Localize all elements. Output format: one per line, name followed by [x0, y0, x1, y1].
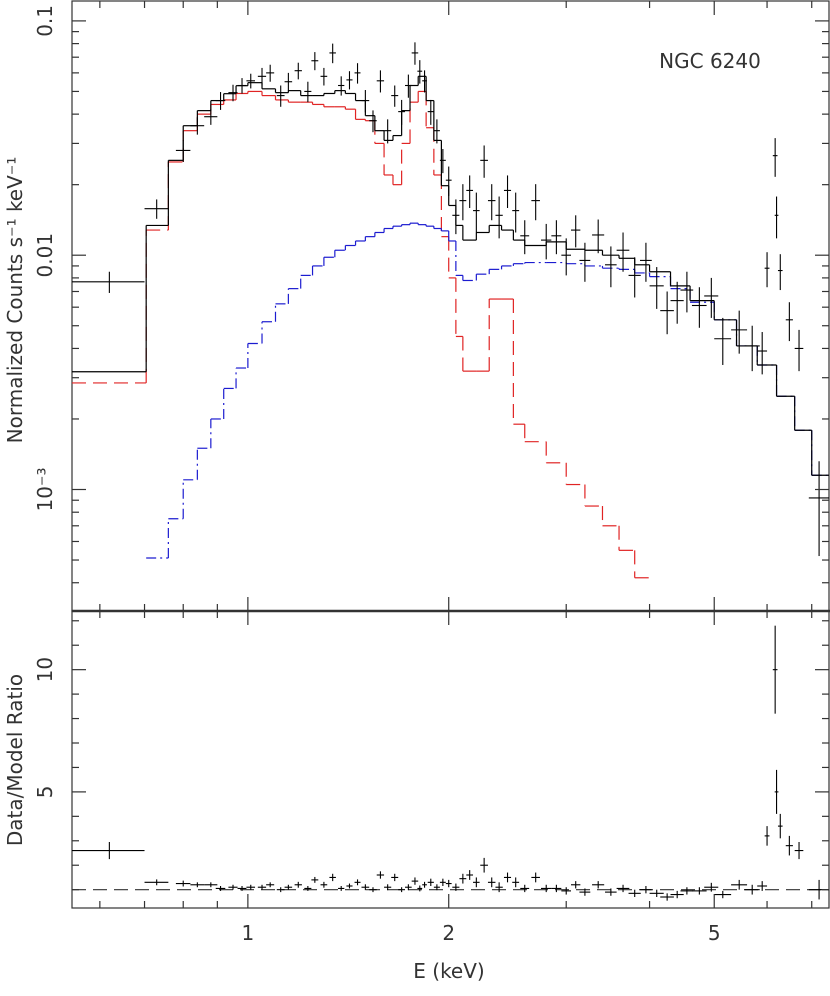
bottom-frame — [71, 610, 830, 909]
y-tick-label: 0.01 — [33, 233, 57, 278]
y-tick-label: 0.1 — [33, 5, 57, 37]
y-tick-label: 10⁻³ — [33, 467, 57, 511]
axes: 1 2 5 0.1 0.01 10⁻³ 5 10 — [33, 1, 829, 945]
x-tick-label: 2 — [442, 921, 455, 945]
y-tick-label: 10 — [33, 657, 57, 682]
ratio-plot — [72, 625, 829, 901]
y-tick-label: 5 — [33, 786, 57, 799]
y-axis-title: Normalized Counts s⁻¹ keV⁻¹ — [3, 157, 27, 444]
x-tick-label: 1 — [242, 921, 255, 945]
x-axis-title: E (keV) — [413, 959, 484, 983]
x-tick-label: 5 — [708, 921, 721, 945]
annotation: NGC 6240 — [659, 49, 761, 73]
y-axis-title: Data/Model Ratio — [3, 674, 27, 846]
spectrum-plot — [72, 42, 829, 579]
top-frame — [71, 0, 830, 612]
